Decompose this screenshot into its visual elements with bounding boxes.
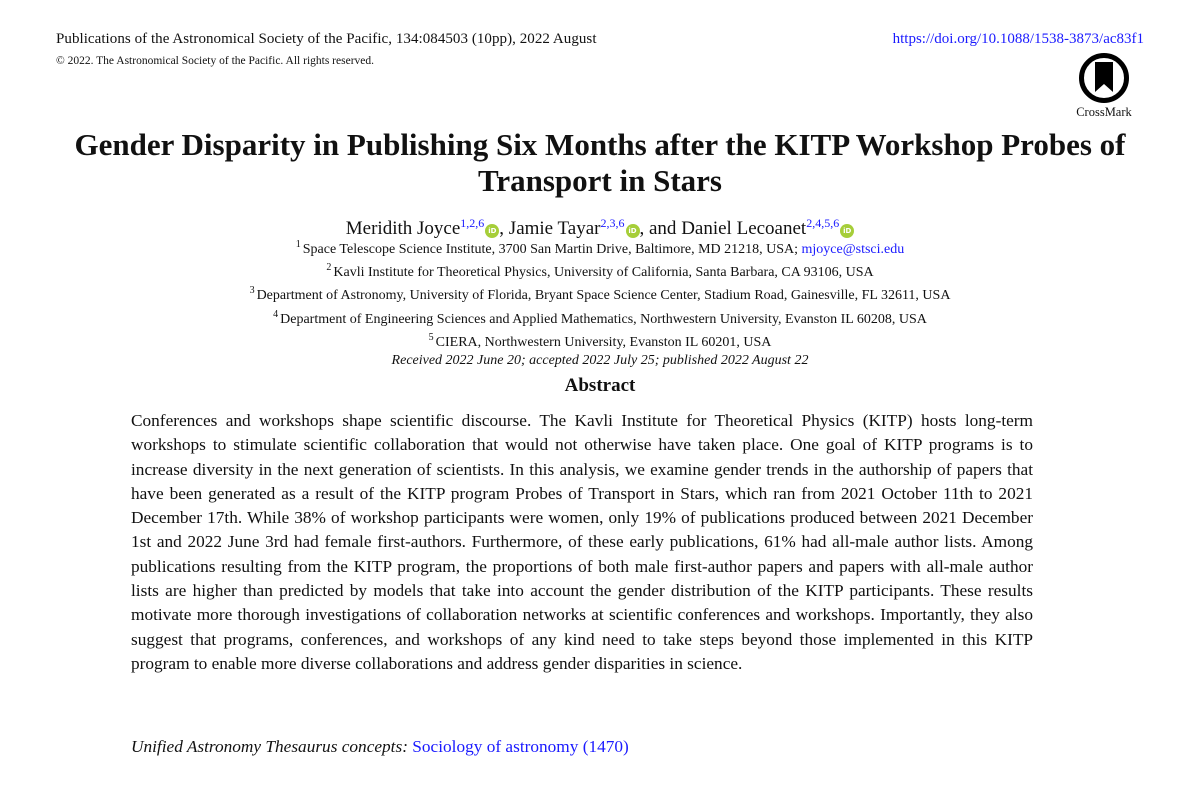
affiliation-number: 5: [428, 331, 434, 343]
affiliation-item: 3 Department of Astronomy, University of …: [0, 282, 1200, 305]
publication-dates: Received 2022 June 20; accepted 2022 Jul…: [391, 353, 809, 369]
affiliation-number: 3: [249, 285, 255, 297]
author-name: Daniel Lecoanet: [681, 218, 807, 239]
author-separator: , and: [639, 218, 682, 239]
affiliation-number: 4: [273, 308, 279, 320]
affiliation-item: 4 Department of Engineering Sciences and …: [0, 306, 1200, 329]
email-link[interactable]: mjoyce@stsci.edu: [801, 242, 905, 257]
orcid-icon[interactable]: iD: [485, 224, 500, 238]
affiliation-text: Space Telescope Science Institute, 3700 …: [302, 242, 802, 257]
author-affiliation-refs[interactable]: 2,3,6: [600, 216, 625, 230]
crossmark-badge[interactable]: CrossMark: [1071, 52, 1137, 120]
author-affiliation-refs[interactable]: 2,4,5,6: [806, 216, 840, 230]
paper-title: Gender Disparity in Publishing Six Month…: [74, 127, 1126, 198]
affiliation-item: 2 Kavli Institute for Theoretical Physics…: [0, 259, 1200, 282]
author-name: Meridith Joyce: [345, 218, 461, 239]
author-affiliation-refs[interactable]: 1,2,6: [460, 216, 485, 230]
affiliation-text: Department of Astronomy, University of F…: [256, 288, 951, 304]
author-name: Jamie Tayar: [508, 218, 601, 239]
copyright-notice: © 2022. The Astronomical Society of the …: [56, 55, 375, 67]
abstract-body: Conferences and workshops shape scientif…: [131, 411, 1033, 673]
affiliation-text: Kavli Institute for Theoretical Physics,…: [333, 265, 874, 281]
author-separator: ,: [499, 218, 509, 239]
affiliation-text: Department of Engineering Sciences and A…: [280, 311, 927, 327]
orcid-icon[interactable]: iD: [840, 224, 855, 238]
crossmark-label: CrossMark: [1076, 105, 1132, 119]
abstract-heading: Abstract: [564, 375, 636, 396]
doi-link[interactable]: https://doi.org/10.1088/1538-3873/ac83f1: [892, 31, 1144, 47]
affiliation-number: 2: [326, 262, 332, 274]
affiliation-list: 1 Space Telescope Science Institute, 3700…: [0, 236, 1200, 370]
uat-label: Unified Astronomy Thesaurus concepts:: [131, 737, 408, 756]
author-list: Meridith Joyce1,2,6iD, Jamie Tayar2,3,6i…: [0, 212, 1200, 240]
crossmark-icon: [1079, 53, 1129, 103]
affiliation-item: 5 CIERA, Northwestern University, Evansto…: [0, 329, 1200, 352]
uat-concept-link[interactable]: Sociology of astronomy (1470): [412, 737, 629, 756]
affiliation-text: CIERA, Northwestern University, Evanston…: [435, 334, 772, 350]
orcid-icon[interactable]: iD: [625, 224, 640, 238]
uat-concepts: Unified Astronomy Thesaurus concepts: So…: [131, 737, 629, 757]
journal-citation: Publications of the Astronomical Society…: [56, 31, 597, 47]
affiliation-item: 1 Space Telescope Science Institute, 3700…: [0, 236, 1200, 259]
affiliation-number: 1: [295, 239, 301, 250]
